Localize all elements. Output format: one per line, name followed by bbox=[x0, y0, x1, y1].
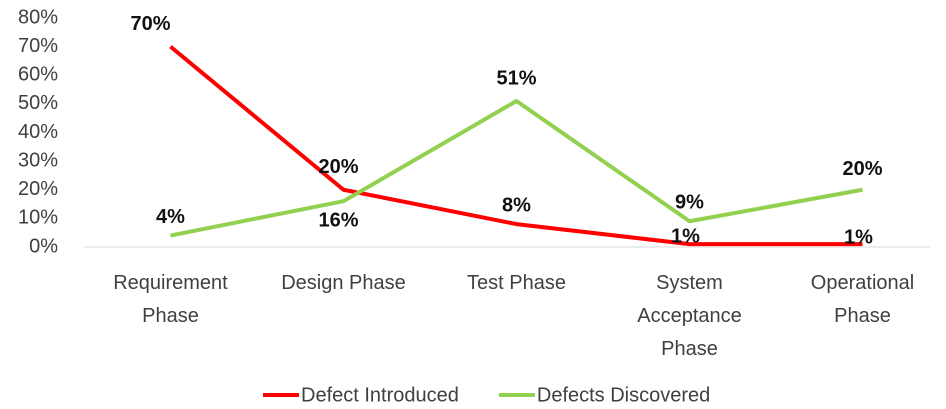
data-label: 9% bbox=[675, 192, 704, 214]
y-tick-label: 80% bbox=[18, 6, 58, 28]
x-tick-label: Operational Phase bbox=[811, 272, 914, 327]
y-tick-label: 30% bbox=[18, 149, 58, 171]
data-label: 8% bbox=[502, 194, 531, 216]
y-tick-label: 40% bbox=[18, 121, 58, 143]
data-label: 20% bbox=[318, 156, 358, 178]
series-line bbox=[169, 45, 863, 247]
y-tick-label: 20% bbox=[18, 178, 58, 200]
x-tick-label: Requirement Phase bbox=[113, 272, 228, 327]
data-label: 16% bbox=[318, 209, 358, 231]
x-tick-label: Design Phase bbox=[281, 272, 406, 294]
x-tick-label: Test Phase bbox=[467, 272, 566, 294]
data-label: 20% bbox=[842, 158, 882, 180]
series-line bbox=[170, 99, 863, 238]
data-label: 4% bbox=[156, 206, 185, 228]
x-tick-label: System Acceptance Phase bbox=[637, 272, 742, 360]
data-label: 70% bbox=[130, 13, 170, 35]
legend-label: Defect Introduced bbox=[301, 384, 459, 406]
y-tick-label: 50% bbox=[18, 92, 58, 114]
y-tick-label: 10% bbox=[18, 207, 58, 229]
data-label: 1% bbox=[671, 225, 700, 247]
data-label: 51% bbox=[496, 67, 536, 89]
y-tick-label: 0% bbox=[29, 235, 58, 257]
data-label: 1% bbox=[844, 226, 873, 248]
legend-label: Defects Discovered bbox=[537, 384, 710, 406]
y-tick-label: 60% bbox=[18, 64, 58, 86]
y-tick-label: 70% bbox=[18, 35, 58, 57]
